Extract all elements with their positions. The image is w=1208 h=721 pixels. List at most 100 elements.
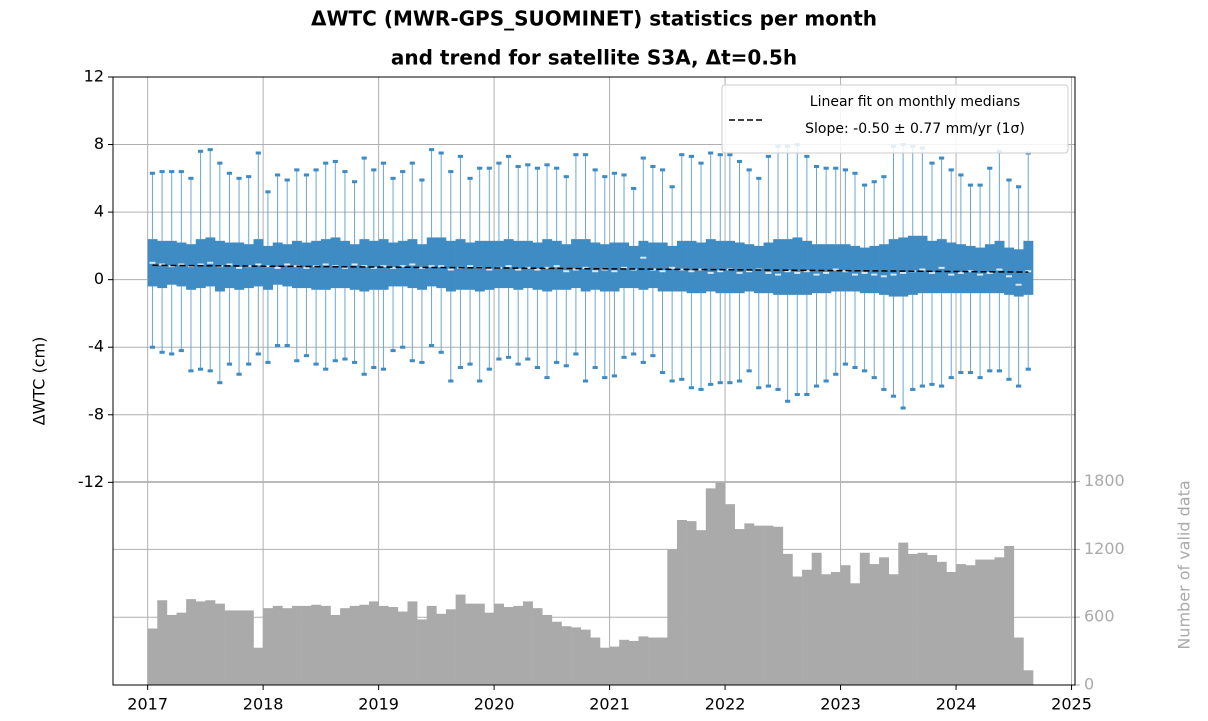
count-bar	[542, 614, 553, 685]
count-bar	[898, 542, 909, 685]
x-tick-label: 2020	[474, 695, 515, 714]
count-bar	[850, 583, 861, 685]
count-bar	[205, 600, 216, 685]
count-bar	[725, 504, 736, 685]
box	[436, 237, 447, 289]
box	[609, 242, 620, 292]
y-tick-label: 0	[94, 269, 104, 288]
fit-line	[152, 264, 1029, 273]
count-bar	[936, 561, 947, 685]
box	[397, 240, 408, 287]
count-bar	[561, 626, 572, 685]
count-bar	[176, 612, 187, 685]
box	[676, 240, 687, 292]
box	[927, 240, 938, 294]
box	[638, 240, 649, 290]
chart-title: and trend for satellite S3A, Δt=0.5h	[391, 46, 797, 70]
count-bar	[465, 603, 476, 685]
count-bar	[522, 601, 533, 685]
x-tick-label: 2018	[243, 695, 284, 714]
count-bar	[619, 639, 630, 685]
box	[975, 247, 986, 294]
count-bar	[311, 604, 322, 685]
box	[426, 237, 437, 287]
count-bar	[888, 574, 899, 685]
count-bar	[532, 608, 543, 685]
box	[513, 240, 524, 290]
box	[715, 240, 726, 294]
legend-label: Linear fit on monthly medians	[810, 94, 1020, 110]
count-bar	[859, 552, 870, 685]
x-tick-label: 2023	[820, 695, 861, 714]
box	[773, 239, 784, 295]
count-bar	[253, 647, 264, 685]
box	[840, 244, 851, 292]
y2-axis-label: Number of valid data	[1175, 480, 1194, 649]
box	[782, 239, 793, 295]
y2-tick-label: 1200	[1084, 539, 1125, 558]
chart-title: ΔWTC (MWR-GPS_SUOMINET) statistics per m…	[311, 7, 877, 31]
box	[965, 245, 976, 294]
count-bar	[282, 608, 293, 685]
x-tick-label: 2024	[936, 695, 977, 714]
count-bar	[705, 488, 716, 685]
box	[263, 245, 274, 290]
y-tick-label: -4	[88, 337, 104, 356]
count-bar	[474, 603, 485, 685]
count-bar	[340, 608, 351, 685]
box	[301, 242, 312, 289]
y-axis-label: ΔWTC (cm)	[30, 337, 49, 426]
count-bar	[686, 521, 697, 685]
box	[253, 239, 264, 287]
count-bar	[667, 549, 678, 685]
box	[705, 239, 716, 292]
box	[734, 242, 745, 294]
count-bar	[426, 605, 437, 685]
count-bar	[272, 605, 283, 685]
count-bar	[782, 553, 793, 685]
count-bar	[330, 614, 341, 685]
box	[445, 240, 456, 292]
box	[725, 240, 736, 294]
count-bar	[811, 552, 822, 685]
count-bar	[359, 604, 370, 685]
box	[869, 245, 880, 294]
count-bar	[648, 637, 659, 685]
box	[503, 239, 514, 289]
count-bar	[734, 529, 745, 685]
box	[888, 239, 899, 297]
box	[1013, 249, 1024, 297]
box	[292, 240, 302, 289]
box	[368, 240, 379, 290]
box	[561, 244, 572, 290]
count-bar	[301, 605, 312, 685]
x-tick-label: 2017	[127, 695, 168, 714]
count-bar	[917, 552, 928, 685]
box	[696, 242, 707, 294]
count-bar	[590, 637, 601, 685]
count-bar	[907, 553, 918, 685]
box	[802, 240, 812, 295]
count-bar	[599, 647, 610, 685]
count-bar	[676, 520, 687, 685]
box	[388, 242, 399, 287]
count-bar	[927, 555, 938, 685]
count-bar	[292, 605, 302, 685]
y-tick-label: -12	[78, 472, 104, 491]
count-bar	[320, 605, 331, 685]
box	[686, 240, 697, 294]
count-bar	[773, 526, 784, 685]
legend-box	[721, 84, 1069, 154]
count-bar	[802, 569, 812, 685]
count-bar	[215, 603, 225, 685]
plot-frame	[112, 76, 1076, 686]
box	[984, 244, 995, 294]
count-bar	[388, 607, 399, 685]
count-bar	[551, 621, 562, 685]
count-bar	[792, 576, 803, 685]
count-bar	[349, 605, 360, 685]
count-bar	[628, 640, 639, 685]
y2-tick-label: 0	[1084, 675, 1094, 694]
count-bar	[984, 559, 995, 685]
box	[936, 239, 947, 294]
